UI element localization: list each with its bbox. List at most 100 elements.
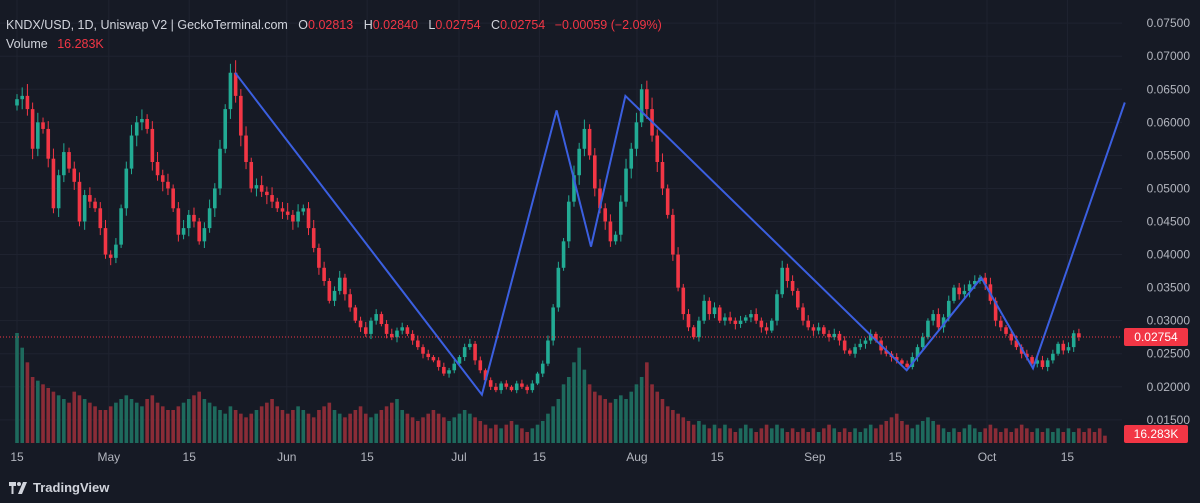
candle-body[interactable] <box>20 95 25 100</box>
candle-body[interactable] <box>358 320 363 328</box>
volume-bar[interactable] <box>988 424 993 443</box>
candle-body[interactable] <box>379 314 384 324</box>
volume-bar[interactable] <box>613 399 618 443</box>
volume-bar[interactable] <box>213 406 217 443</box>
volume-bar[interactable] <box>592 391 597 443</box>
volume-bar[interactable] <box>514 424 519 443</box>
volume-bar[interactable] <box>442 417 446 443</box>
candle-body[interactable] <box>952 287 956 301</box>
candle-body[interactable] <box>369 320 373 334</box>
candle-body[interactable] <box>681 287 686 315</box>
candle-body[interactable] <box>332 290 337 301</box>
candle-body[interactable] <box>900 360 904 364</box>
candle-body[interactable] <box>853 347 857 354</box>
candle-body[interactable] <box>655 135 660 162</box>
candle-body[interactable] <box>291 214 295 222</box>
candle-body[interactable] <box>1030 357 1034 364</box>
volume-bar[interactable] <box>275 406 280 443</box>
volume-bar[interactable] <box>863 428 868 443</box>
volume-bar[interactable] <box>645 362 649 443</box>
volume-bar[interactable] <box>1045 428 1050 443</box>
candle-body[interactable] <box>171 188 175 209</box>
volume-bar[interactable] <box>244 417 248 443</box>
candle-body[interactable] <box>421 347 425 354</box>
candle-body[interactable] <box>848 350 852 354</box>
volume-bar[interactable] <box>462 410 467 443</box>
volume-bar[interactable] <box>98 410 103 443</box>
candle-body[interactable] <box>941 317 946 328</box>
volume-bar[interactable] <box>72 391 77 443</box>
candle-body[interactable] <box>108 254 113 258</box>
volume-bar[interactable] <box>551 406 555 443</box>
candle-body[interactable] <box>181 228 186 235</box>
volume-bar[interactable] <box>999 432 1003 443</box>
candle-body[interactable] <box>504 383 509 387</box>
candle-body[interactable] <box>806 320 811 328</box>
volume-bar[interactable] <box>134 402 139 443</box>
candle-body[interactable] <box>259 185 264 192</box>
volume-bar[interactable] <box>790 428 795 443</box>
volume-bar[interactable] <box>572 362 576 443</box>
candle-body[interactable] <box>894 357 899 361</box>
candle-body[interactable] <box>483 370 488 381</box>
candle-body[interactable] <box>468 343 472 348</box>
volume-bar[interactable] <box>894 413 899 443</box>
candle-body[interactable] <box>202 228 207 242</box>
candle-body[interactable] <box>494 386 498 391</box>
volume-bar[interactable] <box>207 402 212 443</box>
zigzag-drawing[interactable] <box>234 72 1126 397</box>
candle-body[interactable] <box>150 128 155 162</box>
volume-bar[interactable] <box>1009 432 1014 443</box>
volume-bar[interactable] <box>379 410 384 443</box>
candle-body[interactable] <box>499 383 503 391</box>
volume-bar[interactable] <box>972 428 977 443</box>
candle-body[interactable] <box>88 195 92 202</box>
candle-body[interactable] <box>780 267 784 295</box>
volume-bar[interactable] <box>1056 428 1060 443</box>
candle-body[interactable] <box>311 228 316 248</box>
candle-body[interactable] <box>999 320 1003 328</box>
volume-bar[interactable] <box>874 428 878 443</box>
volume-bar[interactable] <box>332 410 337 443</box>
volume-bar[interactable] <box>978 432 982 443</box>
volume-bar[interactable] <box>1014 428 1019 443</box>
volume-bar[interactable] <box>743 424 748 443</box>
candle-body[interactable] <box>936 314 941 328</box>
candle-body[interactable] <box>874 333 878 341</box>
candle-body[interactable] <box>1066 347 1071 351</box>
candle-body[interactable] <box>285 211 290 215</box>
volume-bar[interactable] <box>285 413 290 443</box>
volume-bar[interactable] <box>1092 432 1097 443</box>
candle-body[interactable] <box>728 317 732 321</box>
candle-body[interactable] <box>603 208 608 222</box>
candle-body[interactable] <box>353 307 358 321</box>
candle-body[interactable] <box>1014 340 1019 348</box>
candle-body[interactable] <box>915 347 920 358</box>
candle-body[interactable] <box>160 175 165 182</box>
volume-bar[interactable] <box>186 399 191 443</box>
candle-body[interactable] <box>598 188 602 209</box>
candle-body[interactable] <box>520 383 524 387</box>
tradingview-brand[interactable]: TradingView <box>9 480 109 495</box>
volume-bar[interactable] <box>816 432 821 443</box>
candle-body[interactable] <box>103 228 108 255</box>
volume-bar[interactable] <box>509 421 514 443</box>
volume-bar[interactable] <box>166 410 170 443</box>
volume-bar[interactable] <box>957 432 961 443</box>
candle-body[interactable] <box>478 360 483 371</box>
volume-bar[interactable] <box>15 333 19 443</box>
candle-body[interactable] <box>62 152 66 176</box>
volume-bar[interactable] <box>1103 435 1107 443</box>
volume-bar[interactable] <box>629 391 634 443</box>
candle-body[interactable] <box>712 307 717 315</box>
candle-body[interactable] <box>811 327 816 331</box>
candle-body[interactable] <box>686 314 691 328</box>
volume-bar[interactable] <box>473 417 477 443</box>
volume-bar[interactable] <box>598 395 602 443</box>
candle-body[interactable] <box>129 135 134 169</box>
volume-bar[interactable] <box>436 413 441 443</box>
candle-body[interactable] <box>577 148 581 176</box>
volume-bar[interactable] <box>749 428 753 443</box>
symbol-title[interactable]: KNDX/USD, 1D, Uniswap V2 | GeckoTerminal… <box>6 18 288 32</box>
volume-bar[interactable] <box>1035 428 1040 443</box>
